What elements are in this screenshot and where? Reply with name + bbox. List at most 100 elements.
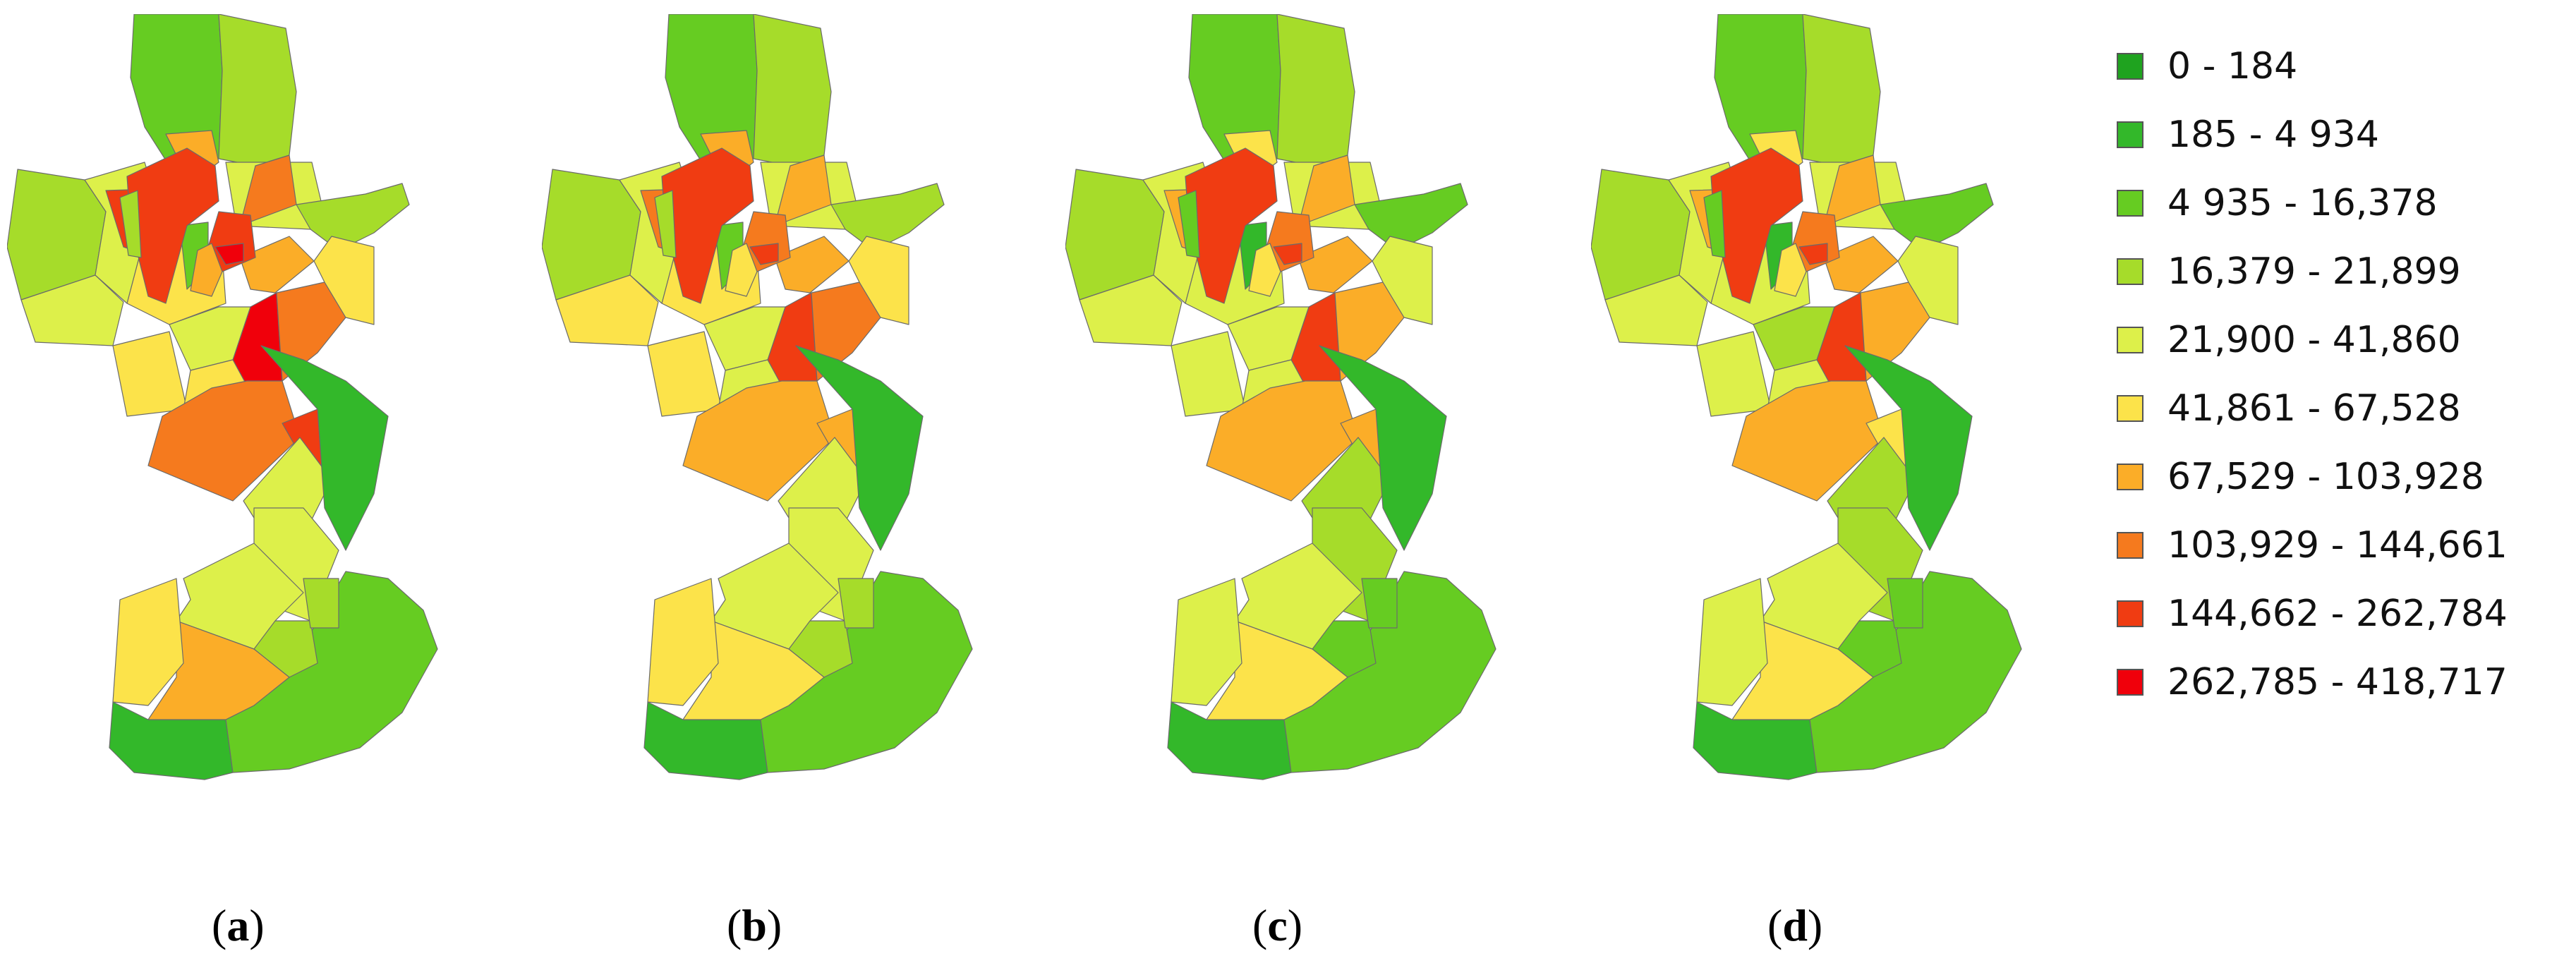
legend-swatch <box>2117 531 2143 559</box>
caption-c: (c) <box>1252 900 1303 950</box>
district-a-9 <box>239 155 297 226</box>
legend-label: 21,900 - 41,860 <box>2167 318 2461 361</box>
district-d-32 <box>1760 543 1888 650</box>
district-a-21 <box>313 236 375 325</box>
legend-label: 41,861 - 67,528 <box>2167 387 2461 430</box>
district-c-9 <box>1298 155 1355 226</box>
district-d-1 <box>1802 14 1881 166</box>
district-d-16 <box>1696 331 1772 417</box>
district-d-33 <box>1731 620 1874 720</box>
district-a-18 <box>214 243 244 265</box>
district-b-35 <box>837 578 874 629</box>
legend-swatch <box>2117 258 2143 285</box>
district-b-21 <box>848 236 909 325</box>
choropleth-map-b <box>542 14 973 780</box>
district-b-25 <box>654 190 677 258</box>
district-c-17 <box>1227 306 1310 371</box>
legend-swatch <box>2117 189 2143 217</box>
district-b-7 <box>830 183 945 251</box>
district-d-7 <box>1880 183 1994 251</box>
district-a-19 <box>190 243 223 297</box>
district-c-18 <box>1273 243 1302 265</box>
district-d-11 <box>1823 236 1899 293</box>
district-d-18 <box>1798 243 1828 265</box>
legend-label: 4 935 - 16,378 <box>2167 181 2438 224</box>
district-c-32 <box>1234 543 1362 650</box>
district-c-21 <box>1372 236 1433 325</box>
district-a-33 <box>147 620 290 720</box>
choropleth-map-c <box>1065 14 1496 780</box>
district-c-16 <box>1171 331 1246 417</box>
district-d-9 <box>1823 155 1881 226</box>
district-c-33 <box>1206 620 1348 720</box>
district-b-9 <box>774 155 832 226</box>
legend-label: 262,785 - 418,717 <box>2167 660 2508 703</box>
district-d-17 <box>1753 306 1835 371</box>
district-b-1 <box>753 14 832 166</box>
district-b-34 <box>647 578 719 706</box>
district-a-3 <box>20 274 124 346</box>
district-c-11 <box>1298 236 1373 293</box>
district-d-35 <box>1887 578 1923 629</box>
district-a-17 <box>169 306 251 371</box>
legend-swatch <box>2117 463 2143 490</box>
district-c-35 <box>1361 578 1398 629</box>
district-a-34 <box>112 578 184 706</box>
district-b-11 <box>774 236 849 293</box>
district-b-32 <box>710 543 839 650</box>
caption-a: (a) <box>212 900 265 950</box>
caption-b: (b) <box>727 900 782 950</box>
legend: 0 - 184 185 - 4 934 4 935 - 16,378 16,37… <box>2117 32 2508 716</box>
choropleth-map-d <box>1591 14 2022 780</box>
legend-label: 144,662 - 262,784 <box>2167 592 2508 635</box>
legend-item: 16,379 - 21,899 <box>2117 237 2508 305</box>
district-b-33 <box>682 620 825 720</box>
district-a-1 <box>218 14 297 166</box>
choropleth-map-a <box>7 14 438 780</box>
legend-label: 67,529 - 103,928 <box>2167 455 2484 498</box>
district-c-1 <box>1276 14 1355 166</box>
district-d-19 <box>1774 243 1807 297</box>
district-a-32 <box>176 543 304 650</box>
legend-swatch <box>2117 394 2143 422</box>
legend-swatch <box>2117 121 2143 148</box>
legend-item: 185 - 4 934 <box>2117 100 2508 169</box>
district-c-23 <box>1206 380 1359 502</box>
legend-label: 0 - 184 <box>2167 44 2298 87</box>
legend-label: 16,379 - 21,899 <box>2167 250 2461 293</box>
district-a-25 <box>119 190 142 258</box>
legend-item: 4 935 - 16,378 <box>2117 169 2508 237</box>
district-a-35 <box>303 578 339 629</box>
legend-item: 21,900 - 41,860 <box>2117 305 2508 374</box>
legend-item: 103,929 - 144,661 <box>2117 511 2508 579</box>
legend-item: 144,662 - 262,784 <box>2117 579 2508 648</box>
legend-label: 103,929 - 144,661 <box>2167 523 2508 567</box>
legend-item: 41,861 - 67,528 <box>2117 374 2508 442</box>
district-c-7 <box>1354 183 1468 251</box>
legend-swatch <box>2117 600 2143 627</box>
legend-swatch <box>2117 326 2143 353</box>
district-b-3 <box>555 274 659 346</box>
legend-label: 185 - 4 934 <box>2167 113 2379 156</box>
district-d-25 <box>1703 190 1726 258</box>
legend-swatch <box>2117 52 2143 80</box>
district-d-23 <box>1731 380 1885 502</box>
district-c-19 <box>1248 243 1281 297</box>
district-b-17 <box>703 306 786 371</box>
district-d-34 <box>1696 578 1768 706</box>
district-a-28 <box>260 345 389 551</box>
district-a-23 <box>147 380 301 502</box>
district-b-19 <box>725 243 758 297</box>
district-b-16 <box>647 331 722 417</box>
legend-item: 67,529 - 103,928 <box>2117 442 2508 511</box>
district-c-34 <box>1171 578 1242 706</box>
legend-item: 0 - 184 <box>2117 32 2508 100</box>
district-b-28 <box>795 345 924 551</box>
district-d-28 <box>1844 345 1973 551</box>
district-c-3 <box>1079 274 1183 346</box>
district-b-18 <box>749 243 779 265</box>
district-a-11 <box>239 236 315 293</box>
district-b-23 <box>682 380 835 502</box>
district-c-25 <box>1178 190 1200 258</box>
